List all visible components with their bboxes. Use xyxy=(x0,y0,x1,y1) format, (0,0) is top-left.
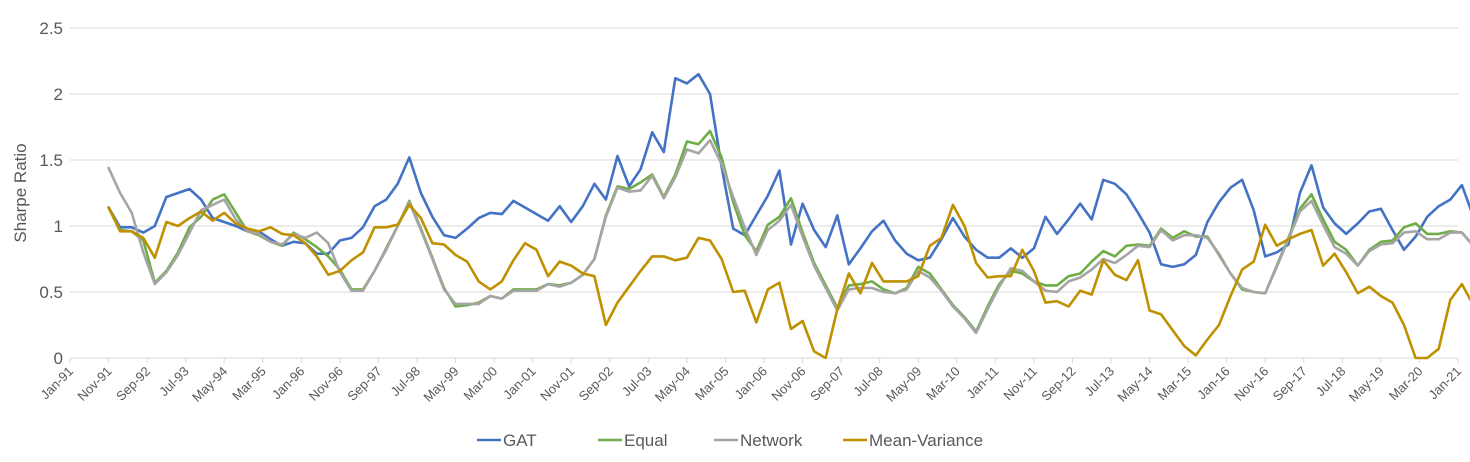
x-tick-label: Jan-11 xyxy=(963,364,1001,402)
x-tick-label: Jan-21 xyxy=(1425,364,1464,403)
x-tick-label: Jul-93 xyxy=(156,364,192,400)
x-tick-label: Jan-96 xyxy=(269,364,308,403)
series-line-mean-variance xyxy=(107,203,1470,360)
x-tick-label: Sep-97 xyxy=(344,364,384,404)
series-line-gat xyxy=(107,72,1470,269)
x-tick-label: Mar-15 xyxy=(1155,364,1195,404)
x-tick-label: Nov-91 xyxy=(74,364,114,404)
x-tick-label: Jan-91 xyxy=(37,364,76,403)
x-tick-label: Jul-18 xyxy=(1313,364,1349,400)
x-tick-label: Jan-16 xyxy=(1194,364,1233,403)
legend-label: Network xyxy=(740,431,803,450)
x-tick-label: Jul-98 xyxy=(387,364,423,400)
y-tick-label: 2.5 xyxy=(39,19,63,38)
y-tick-label: 0.5 xyxy=(39,283,63,302)
x-tick-label: Mar-05 xyxy=(692,364,732,404)
x-tick-label: Nov-96 xyxy=(306,364,346,404)
series-line-network xyxy=(107,138,1470,335)
x-tick-label: Jan-01 xyxy=(500,364,539,403)
y-tick-label: 1 xyxy=(54,217,63,236)
y-axis-tick-labels: 0 0.5 1 1.5 2 2.5 xyxy=(39,19,63,368)
x-tick-label: Sep-17 xyxy=(1270,364,1310,404)
x-tick-label: May-14 xyxy=(1114,364,1155,405)
gridlines xyxy=(70,27,1458,293)
x-tick-label: Nov-01 xyxy=(537,364,577,404)
x-tick-label: Sep-02 xyxy=(576,364,616,404)
legend: GAT Equal Network Mean-Variance xyxy=(477,431,983,450)
y-tick-label: 2 xyxy=(54,85,63,104)
x-tick-label: Nov-11 xyxy=(1000,364,1040,404)
x-tick-label: Jan-06 xyxy=(731,364,770,403)
x-tick-label: Nov-06 xyxy=(768,364,808,404)
legend-label: Equal xyxy=(624,431,667,450)
y-axis-title: Sharpe Ratio xyxy=(11,143,30,242)
x-tick-label: Mar-10 xyxy=(923,364,963,404)
y-tick-label: 1.5 xyxy=(39,151,63,170)
x-tick-label: Mar-00 xyxy=(461,364,501,404)
x-tick-label: May-09 xyxy=(883,364,924,405)
x-tick-label: Jul-03 xyxy=(619,364,655,400)
x-tick-label: May-99 xyxy=(420,364,461,405)
x-tick-label: Mar-20 xyxy=(1386,364,1426,404)
x-tick-label: Mar-95 xyxy=(229,364,269,404)
x-tick-label: May-94 xyxy=(189,364,230,405)
legend-label: GAT xyxy=(503,431,537,450)
x-tick-label: May-04 xyxy=(652,364,693,405)
x-axis xyxy=(69,357,1459,363)
x-tick-label: Sep-07 xyxy=(807,364,847,404)
x-tick-label: Sep-92 xyxy=(113,364,153,404)
x-tick-label: Jul-08 xyxy=(850,364,886,400)
y-tick-label: 0 xyxy=(54,349,63,368)
x-tick-label: May-19 xyxy=(1346,364,1387,405)
legend-label: Mean-Variance xyxy=(869,431,983,450)
x-tick-label: Sep-12 xyxy=(1038,364,1078,404)
x-tick-label: Jul-13 xyxy=(1081,364,1117,400)
series-lines xyxy=(107,72,1470,360)
x-tick-label: Nov-16 xyxy=(1231,364,1271,404)
